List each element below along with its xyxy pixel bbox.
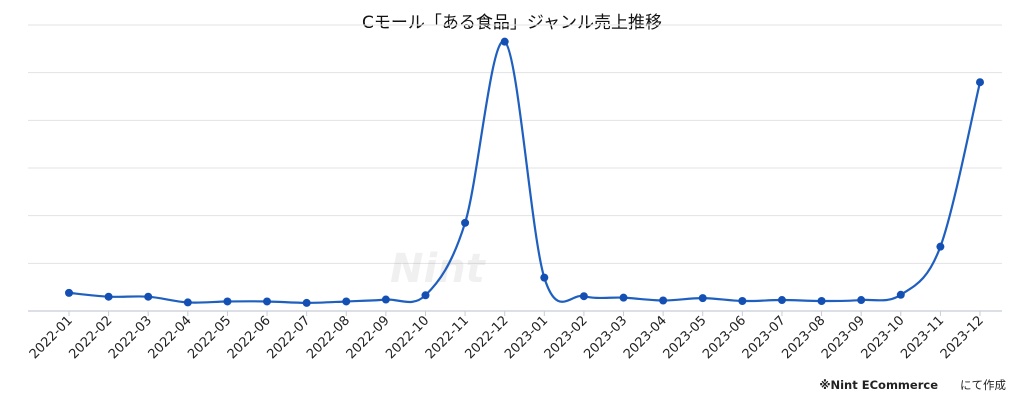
data-point[interactable] bbox=[223, 297, 232, 306]
data-point[interactable] bbox=[777, 296, 786, 305]
data-point[interactable] bbox=[579, 292, 588, 301]
data-point[interactable] bbox=[381, 295, 390, 304]
watermark-text: Nint bbox=[390, 246, 487, 292]
data-point[interactable] bbox=[421, 291, 430, 300]
data-point[interactable] bbox=[817, 296, 826, 305]
nint-watermark: Nint bbox=[390, 246, 487, 292]
data-points bbox=[65, 37, 984, 307]
data-point[interactable] bbox=[342, 297, 351, 306]
source-credit: ※Nint ECommerce にて作成 bbox=[819, 377, 1006, 393]
data-point[interactable] bbox=[936, 242, 945, 251]
data-point[interactable] bbox=[302, 298, 311, 307]
chart-title: Cモール「ある食品」ジャンル売上推移 bbox=[361, 13, 663, 33]
x-tick-label: 2023-12 bbox=[938, 313, 987, 362]
gridlines bbox=[28, 24, 1002, 264]
data-point[interactable] bbox=[104, 292, 113, 301]
data-point[interactable] bbox=[619, 293, 628, 302]
data-point[interactable] bbox=[976, 78, 984, 87]
data-point[interactable] bbox=[896, 290, 905, 299]
data-point[interactable] bbox=[461, 218, 470, 227]
x-axis: 2022-012022-022022-032022-042022-052022-… bbox=[27, 310, 1002, 362]
credit-suffix: にて作成 bbox=[960, 378, 1006, 392]
data-point[interactable] bbox=[738, 296, 747, 305]
data-point[interactable] bbox=[144, 292, 153, 301]
data-point[interactable] bbox=[540, 273, 549, 282]
data-point[interactable] bbox=[263, 297, 272, 306]
data-point[interactable] bbox=[500, 37, 509, 46]
data-point[interactable] bbox=[659, 296, 668, 305]
series-line bbox=[68, 40, 982, 304]
data-point[interactable] bbox=[698, 294, 707, 303]
data-point[interactable] bbox=[183, 298, 192, 307]
data-point[interactable] bbox=[857, 296, 866, 305]
data-point[interactable] bbox=[65, 288, 73, 297]
credit-brand: ※Nint ECommerce bbox=[819, 378, 938, 392]
